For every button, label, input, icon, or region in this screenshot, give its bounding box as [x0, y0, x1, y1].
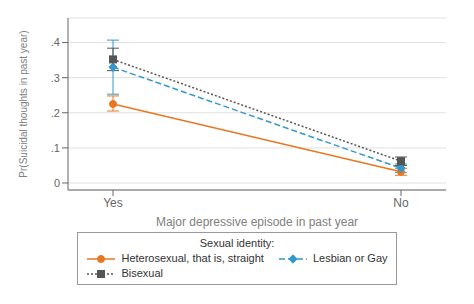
html-text:Sexual identity:: Sexual identity:: [199, 237, 275, 249]
svg-text:.4: .4: [51, 36, 60, 48]
html-text:Lesbian or Gay: Lesbian or Gay: [312, 252, 388, 264]
svg-text:Pr(Suicidal thoughts in past y: Pr(Suicidal thoughts in past year): [18, 30, 29, 177]
svg-text:0: 0: [54, 177, 60, 189]
svg-text:Major depressive episode in pa: Major depressive episode in past year: [156, 215, 358, 229]
svg-text:Yes: Yes: [103, 196, 123, 210]
svg-text:No: No: [393, 196, 409, 210]
svg-text:.1: .1: [51, 142, 60, 154]
svg-text:.2: .2: [51, 107, 60, 119]
html-text:Heterosexual, that is, straigh: Heterosexual, that is, straight: [121, 252, 264, 264]
svg-text:.3: .3: [51, 72, 60, 84]
html-text:Bisexual: Bisexual: [121, 267, 163, 279]
